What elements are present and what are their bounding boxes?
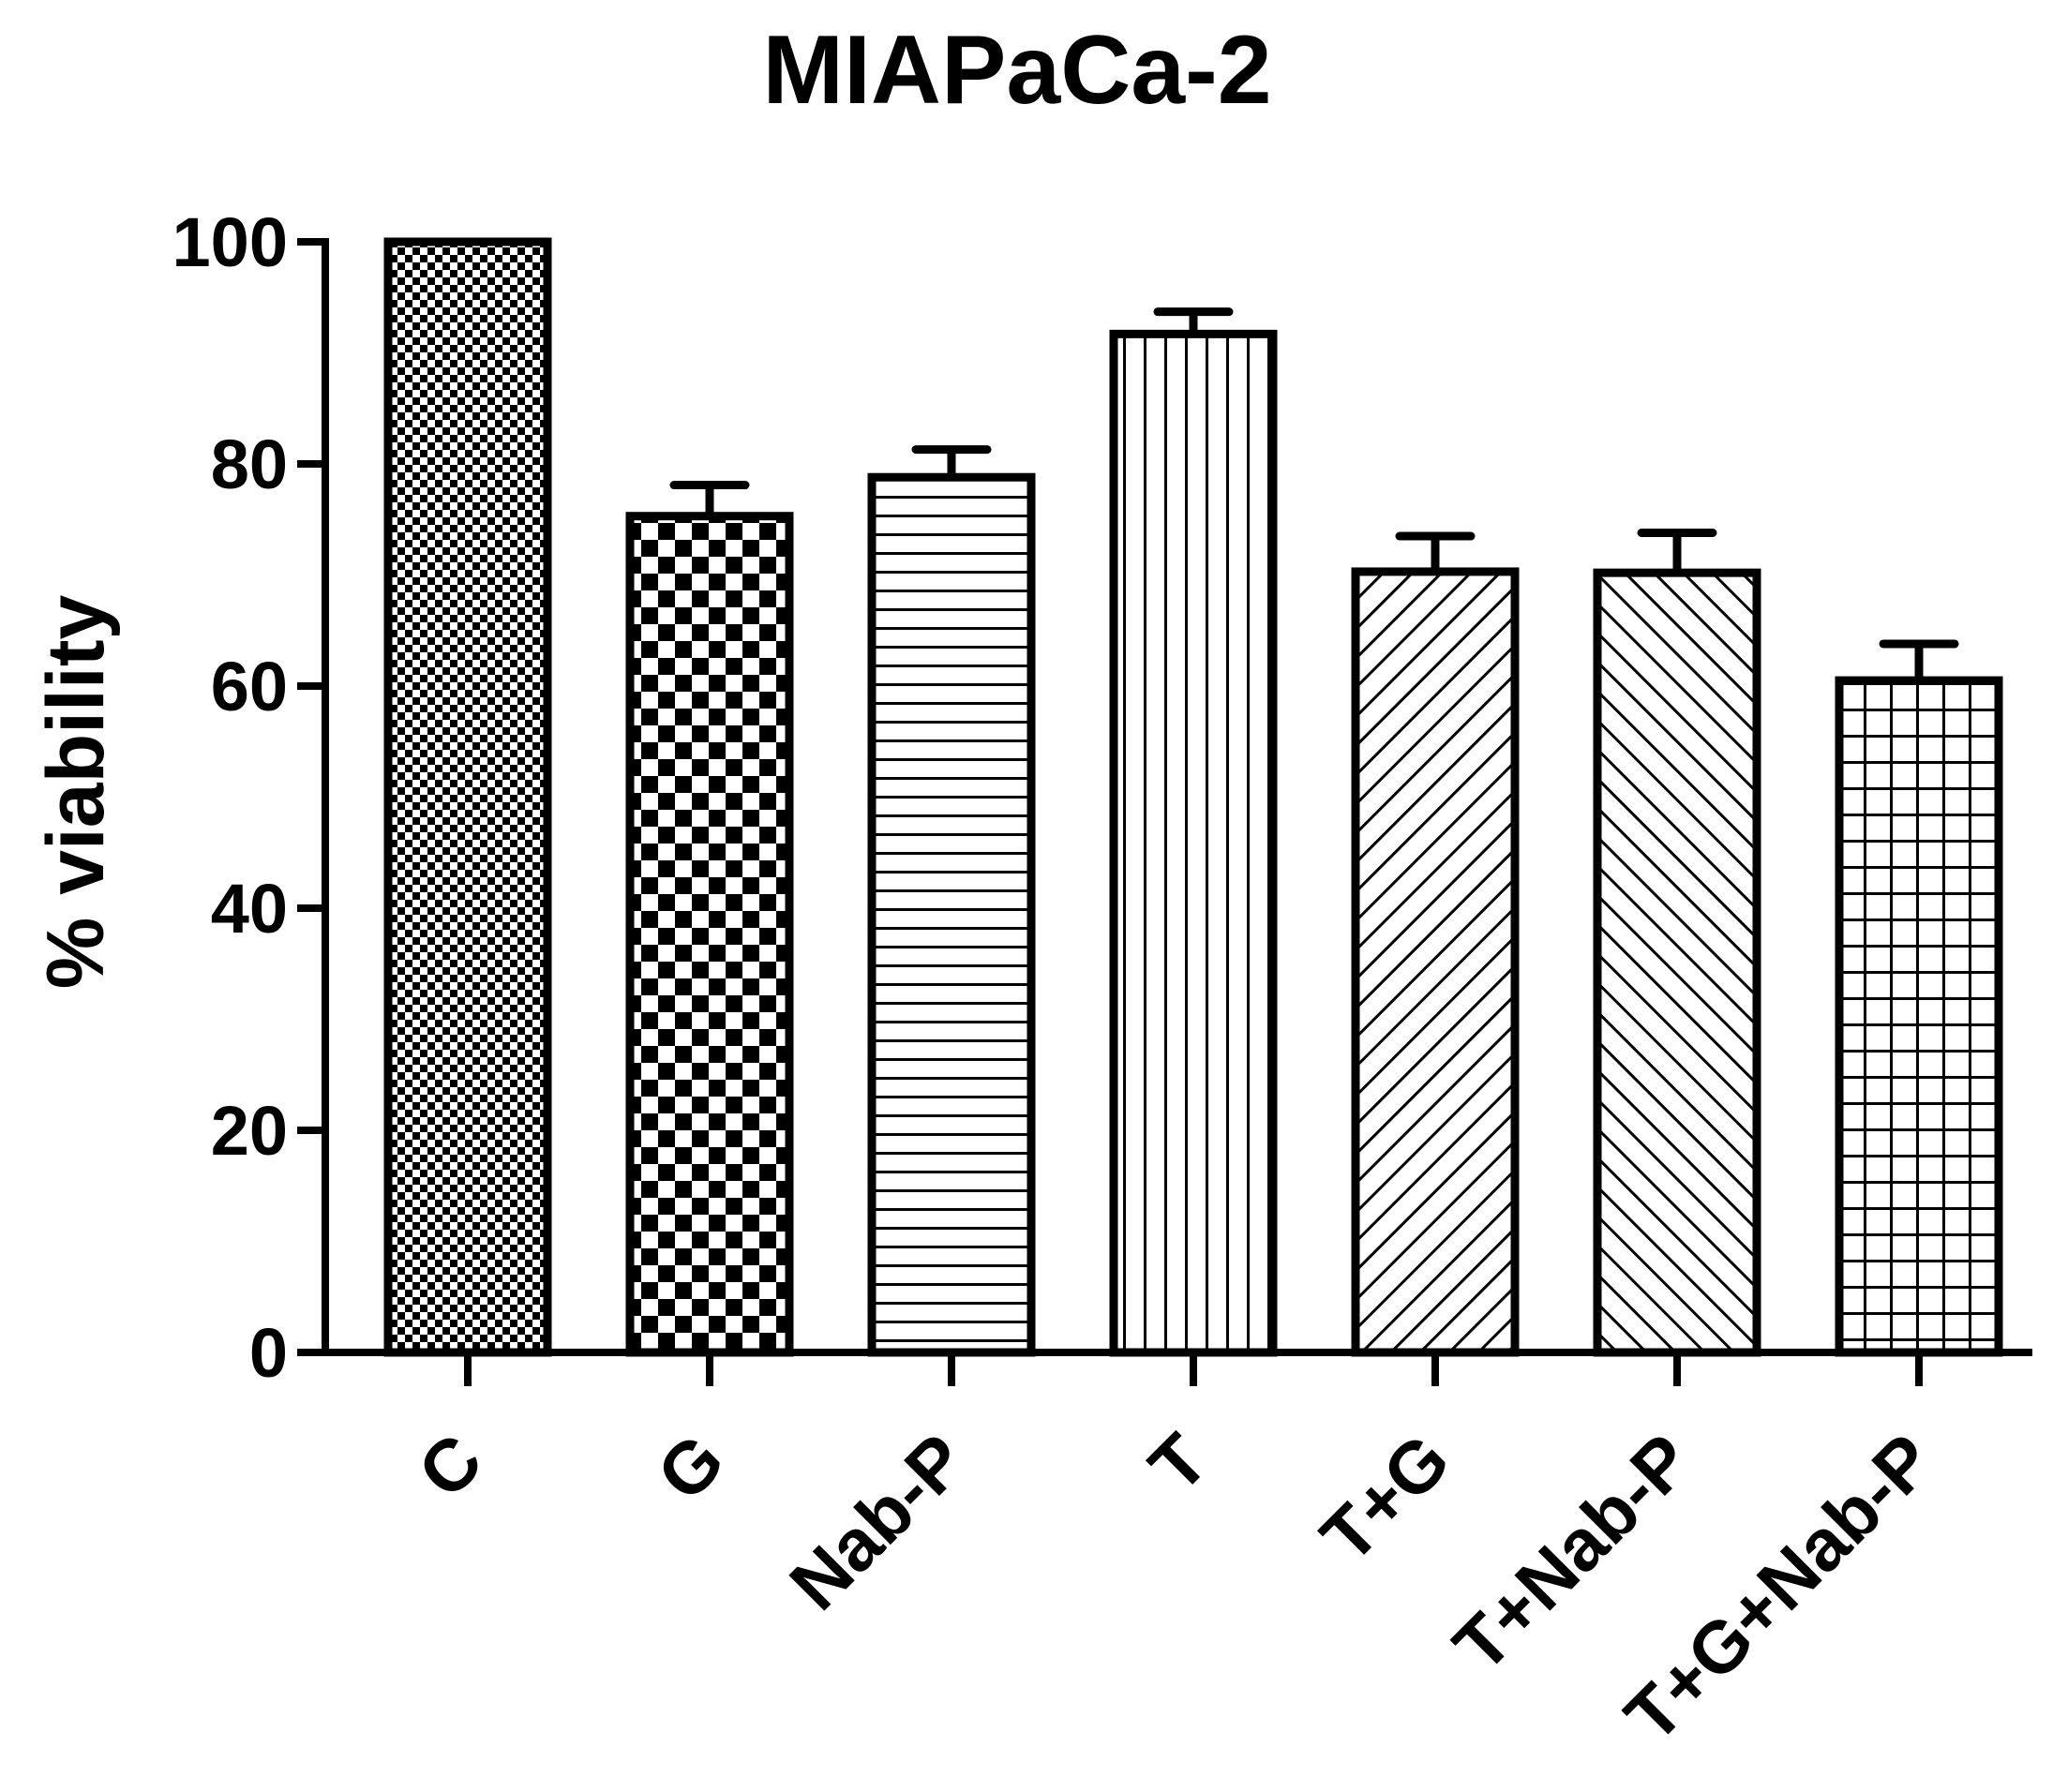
y-tick-label: 0 <box>249 1314 288 1392</box>
error-bar <box>1879 639 1959 681</box>
bar-t-plus-g-plus-nab-p <box>1835 676 2003 1357</box>
y-ticks-layer: 0 20 40 60 80 100 <box>172 203 325 1392</box>
bars-layer <box>383 237 2003 1357</box>
y-tick-label: 100 <box>172 203 288 281</box>
y-tick-label: 80 <box>211 426 288 503</box>
y-axis-label: % viability <box>31 595 121 990</box>
error-bars-layer <box>669 307 1959 681</box>
x-tick-label: T <box>1133 1418 1223 1508</box>
y-tick-label: 20 <box>211 1092 288 1170</box>
bar-g <box>625 512 794 1357</box>
y-tick-label: 40 <box>211 870 288 948</box>
y-tick-label: 60 <box>211 648 288 725</box>
bar-nab-p <box>867 472 1036 1357</box>
error-bar <box>1395 531 1476 572</box>
axes-layer <box>322 238 2032 1356</box>
x-ticks-layer: C G Nab-P T T+GT+Nab-PT+G+Nab-P <box>402 1352 1949 1757</box>
bar-t-plus-g <box>1351 567 1520 1357</box>
error-bar <box>911 445 992 478</box>
x-tick-label: Nab-P <box>773 1418 982 1626</box>
bar-t-plus-nab-p <box>1593 568 1761 1357</box>
x-tick-label: G <box>641 1418 740 1516</box>
x-tick-label: C <box>402 1418 498 1514</box>
error-bar <box>1153 307 1234 335</box>
chart-title: MIAPaCa-2 <box>762 16 1271 125</box>
error-bar <box>669 481 750 516</box>
x-tick-label: T+G <box>1305 1418 1465 1578</box>
error-bar <box>1637 528 1717 574</box>
bar-t <box>1109 329 1278 1357</box>
bar-c <box>383 237 552 1357</box>
